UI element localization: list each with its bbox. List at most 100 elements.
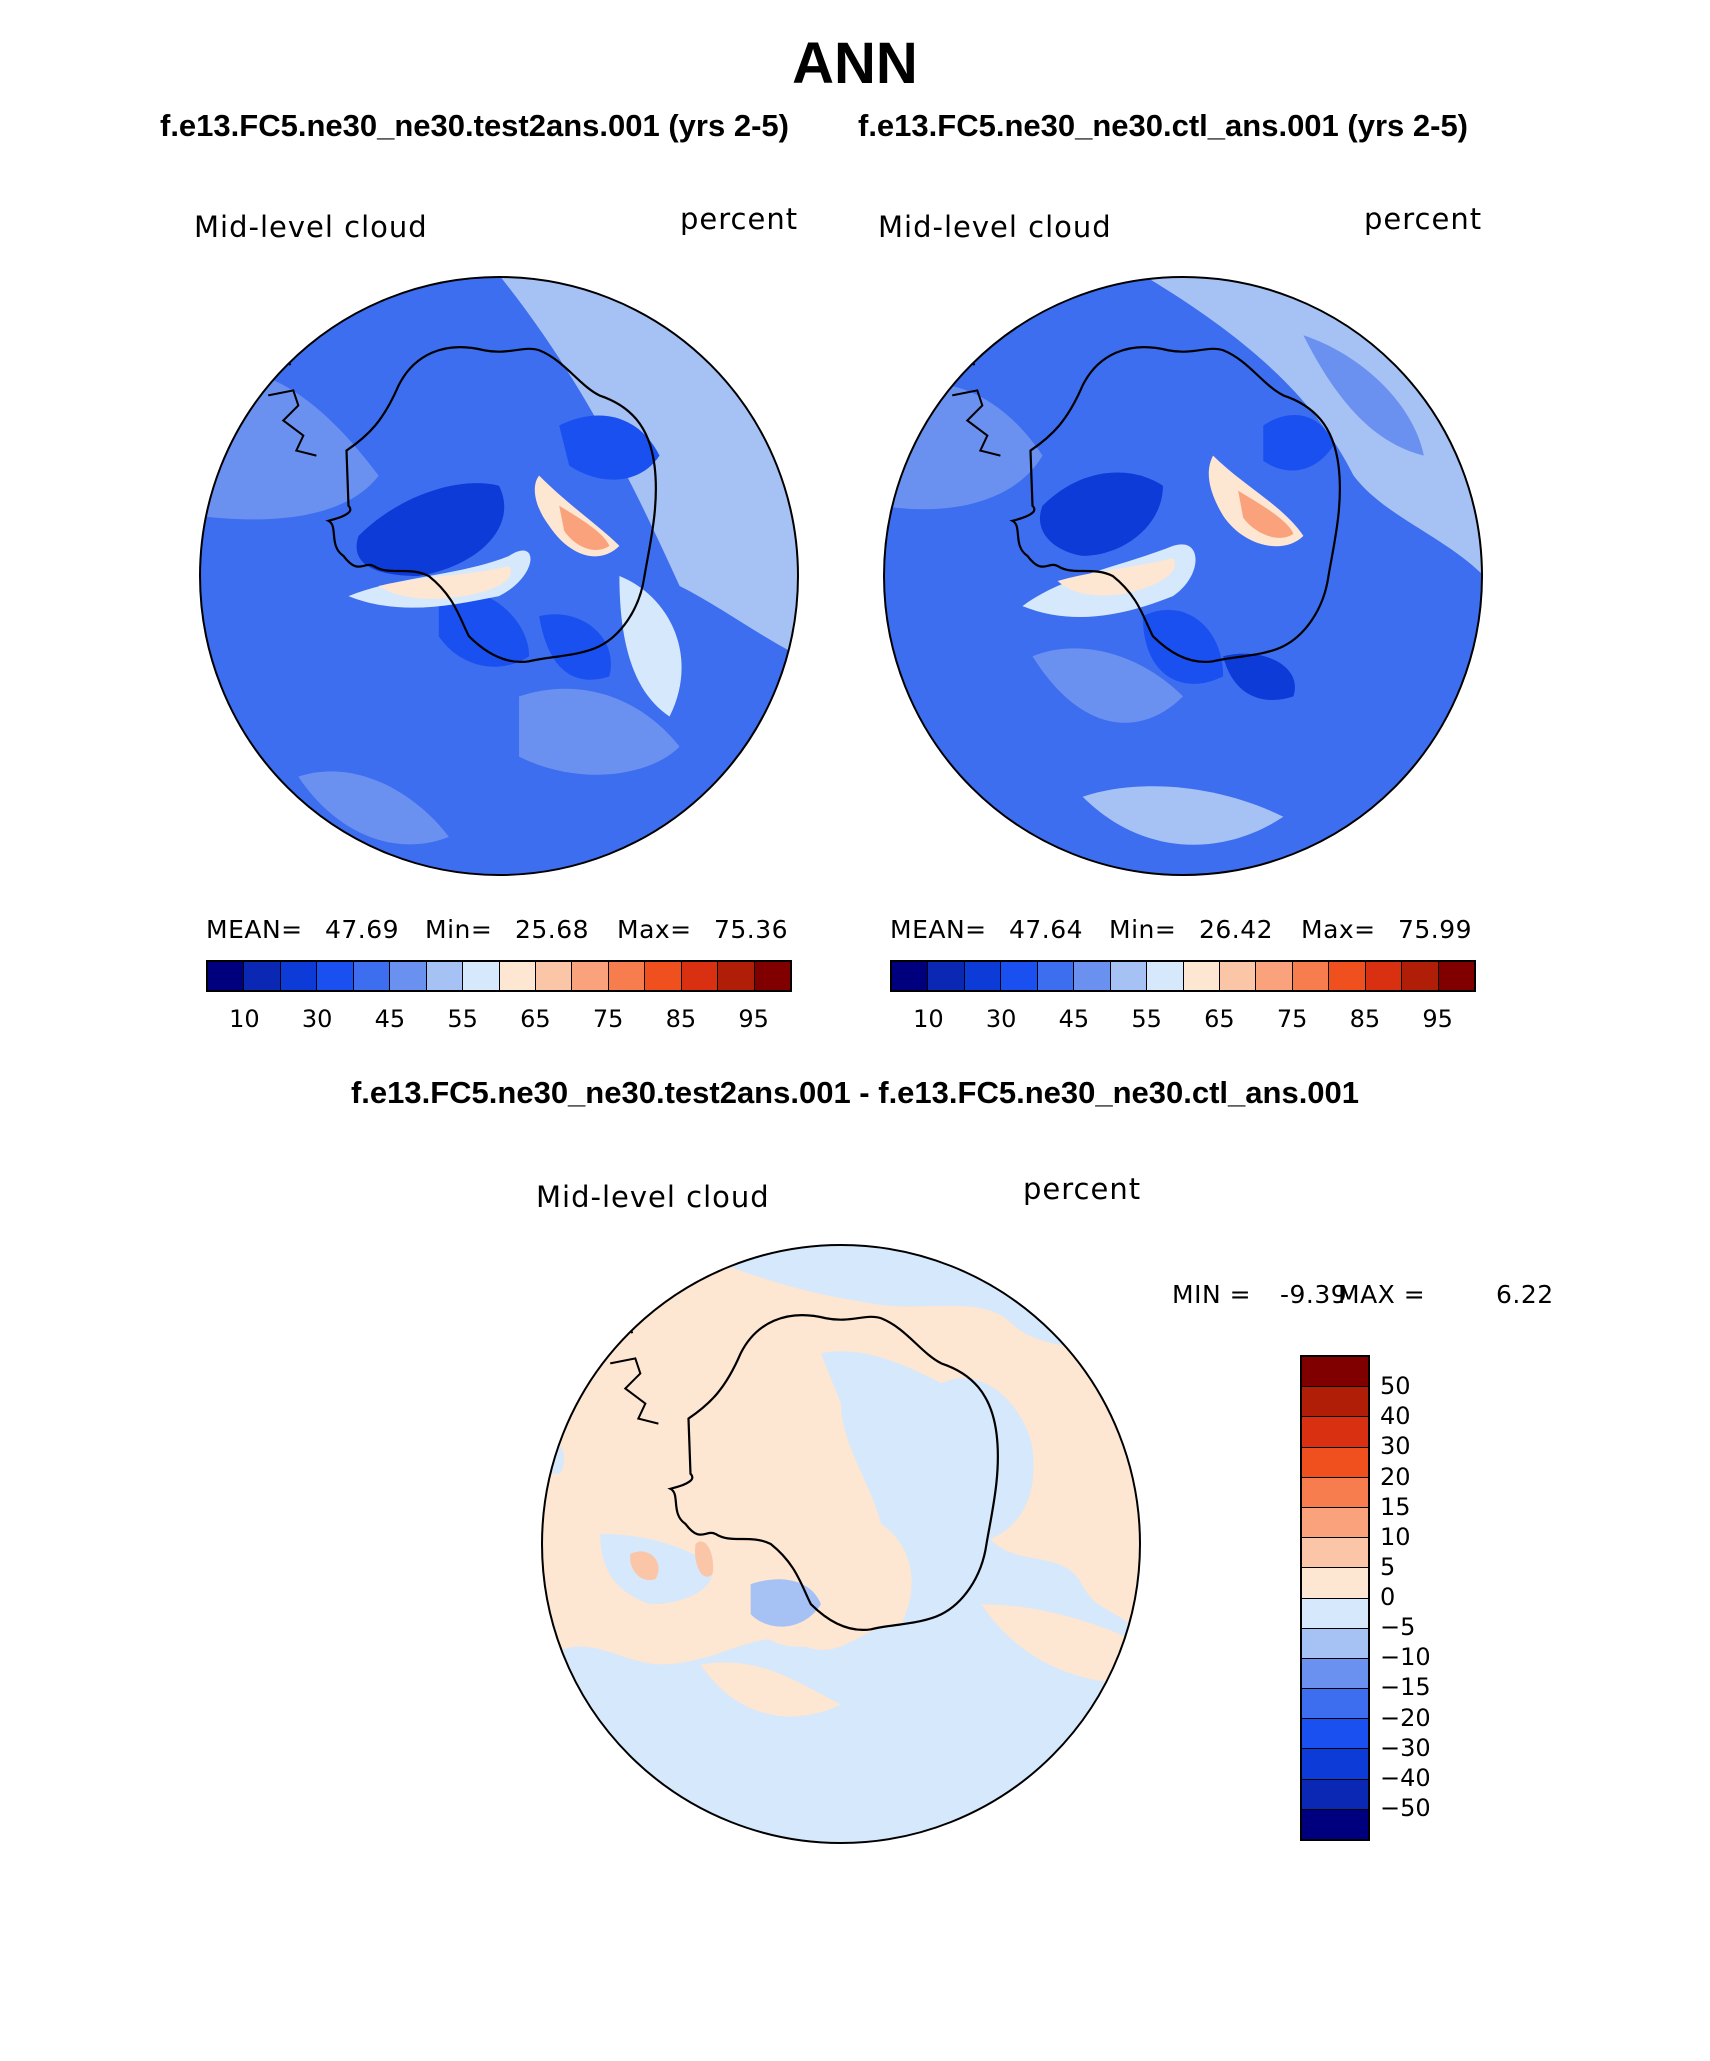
- colorbar-box: [1302, 1779, 1368, 1810]
- colorbar-box: [1302, 1598, 1368, 1629]
- panel1-max-label: Max=: [617, 915, 692, 944]
- diff-title: f.e13.FC5.ne30_ne30.test2ans.001 - f.e13…: [350, 1075, 1360, 1110]
- panel1-colorbar: [206, 960, 792, 992]
- colorbar-tick-label: 65: [520, 1005, 551, 1033]
- colorbar-box: [1302, 1417, 1368, 1448]
- colorbar-tick-label: 30: [985, 1005, 1017, 1033]
- colorbar-box: [535, 962, 573, 990]
- diff-max-label: MAX =: [1338, 1280, 1426, 1309]
- case-title-left: f.e13.FC5.ne30_ne30.test2ans.001 (yrs 2-…: [160, 108, 789, 143]
- diff-max-value: 6.22: [1496, 1280, 1554, 1309]
- colorbar-box: [645, 962, 682, 990]
- colorbar-tick-label: 15: [1380, 1492, 1411, 1521]
- panel1-mean-value: 47.69: [325, 915, 400, 944]
- panel2-mean-label: MEAN=: [890, 915, 987, 944]
- colorbar-box: [608, 962, 646, 990]
- colorbar-tick-label: 20: [1380, 1462, 1411, 1491]
- colorbar-tick-label: −5: [1380, 1613, 1416, 1642]
- colorbar-tick-label: −10: [1380, 1643, 1431, 1672]
- colorbar-tick-label: 95: [738, 1005, 769, 1033]
- panel1-variable-label: Mid-level cloud: [194, 210, 428, 244]
- colorbar-box: [1302, 1477, 1368, 1508]
- colorbar-box: [1302, 1809, 1368, 1839]
- panel1-max-value: 75.36: [714, 915, 789, 944]
- colorbar-tick-label: −20: [1380, 1703, 1431, 1732]
- colorbar-box: [1302, 1719, 1368, 1750]
- colorbar-tick-label: 45: [1058, 1005, 1090, 1033]
- colorbar-tick-label: 50: [1380, 1372, 1411, 1401]
- colorbar-box: [390, 962, 427, 990]
- colorbar-tick-label: 55: [1131, 1005, 1162, 1033]
- colorbar-box: [1365, 962, 1403, 990]
- colorbar-box: [1302, 1628, 1368, 1659]
- colorbar-box: [280, 962, 318, 990]
- diff-colorbar: [1300, 1355, 1370, 1841]
- diff-min-value: -9.39: [1280, 1280, 1348, 1309]
- colorbar-box: [892, 962, 929, 990]
- colorbar-box: [1302, 1387, 1368, 1418]
- panel2-variable-label: Mid-level cloud: [878, 210, 1112, 244]
- colorbar-tick-label: 40: [1380, 1402, 1411, 1431]
- colorbar-box: [1292, 962, 1330, 990]
- colorbar-tick-label: 75: [592, 1005, 624, 1033]
- colorbar-box: [1302, 1749, 1368, 1780]
- colorbar-box: [1302, 1568, 1368, 1599]
- colorbar-box: [1074, 962, 1111, 990]
- panel2-mean-value: 47.64: [1009, 915, 1084, 944]
- panel1-mean-label: MEAN=: [206, 915, 303, 944]
- colorbar-box: [426, 962, 464, 990]
- colorbar-box: [1183, 962, 1220, 990]
- colorbar-box: [1001, 962, 1038, 990]
- colorbar-box: [1302, 1447, 1368, 1478]
- colorbar-tick-label: 85: [1349, 1005, 1381, 1033]
- colorbar-box: [244, 962, 281, 990]
- case-title-right: f.e13.FC5.ne30_ne30.ctl_ans.001 (yrs 2-5…: [858, 108, 1469, 143]
- main-title: ANN: [792, 31, 918, 96]
- colorbar-box: [1302, 1538, 1368, 1569]
- colorbar-tick-label: 65: [1204, 1005, 1235, 1033]
- colorbar-tick-label: 5: [1380, 1552, 1396, 1581]
- colorbar-tick-label: 85: [665, 1005, 697, 1033]
- colorbar-tick-label: 45: [374, 1005, 406, 1033]
- panel2-min-label: Min=: [1109, 915, 1177, 944]
- colorbar-box: [353, 962, 391, 990]
- panel2-units-label: percent: [1364, 202, 1483, 236]
- colorbar-tick-label: 10: [1380, 1522, 1411, 1551]
- colorbar-tick-label: 30: [1380, 1432, 1411, 1461]
- colorbar-box: [1037, 962, 1075, 990]
- colorbar-tick-label: −40: [1380, 1763, 1431, 1792]
- panel2-polar-map: [883, 276, 1483, 876]
- panel1-polar-map: [199, 276, 799, 876]
- colorbar-box: [1329, 962, 1366, 990]
- panel2-max-value: 75.99: [1398, 915, 1473, 944]
- colorbar-box: [1110, 962, 1148, 990]
- colorbar-box: [499, 962, 536, 990]
- colorbar-box: [1256, 962, 1293, 990]
- colorbar-box: [208, 962, 245, 990]
- colorbar-box: [572, 962, 609, 990]
- colorbar-box: [1402, 962, 1439, 990]
- colorbar-box: [317, 962, 354, 990]
- colorbar-box: [681, 962, 719, 990]
- colorbar-tick-label: 10: [913, 1005, 944, 1033]
- colorbar-tick-label: 30: [301, 1005, 333, 1033]
- panel2-colorbar: [890, 960, 1476, 992]
- diff-polar-map: [541, 1244, 1141, 1844]
- diff-variable-label: Mid-level cloud: [536, 1180, 770, 1214]
- colorbar-box: [1302, 1357, 1368, 1388]
- panel1-min-value: 25.68: [515, 915, 590, 944]
- colorbar-tick-label: −15: [1380, 1673, 1431, 1702]
- panel2-min-value: 26.42: [1199, 915, 1274, 944]
- colorbar-tick-label: 75: [1276, 1005, 1308, 1033]
- colorbar-box: [964, 962, 1002, 990]
- diff-units-label: percent: [1023, 1172, 1142, 1206]
- colorbar-tick-label: −50: [1380, 1793, 1431, 1822]
- colorbar-box: [1302, 1658, 1368, 1690]
- colorbar-tick-label: 0: [1380, 1583, 1396, 1611]
- colorbar-box: [1302, 1689, 1368, 1720]
- diff-min-label: MIN =: [1172, 1280, 1252, 1309]
- colorbar-tick-label: 95: [1422, 1005, 1453, 1033]
- panel2-max-label: Max=: [1301, 915, 1376, 944]
- colorbar-box: [718, 962, 755, 990]
- colorbar-box: [463, 962, 500, 990]
